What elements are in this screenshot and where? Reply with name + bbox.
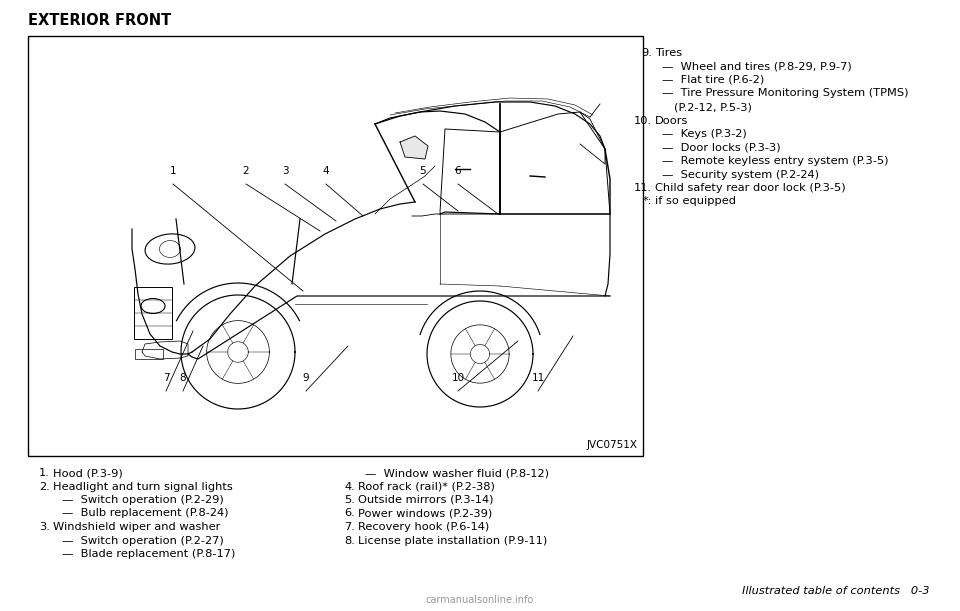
- Text: EXTERIOR FRONT: EXTERIOR FRONT: [28, 13, 171, 28]
- Text: 1.: 1.: [39, 468, 50, 478]
- Text: —  Window washer fluid (P.8-12): — Window washer fluid (P.8-12): [365, 468, 549, 478]
- Text: JVC0751X: JVC0751X: [587, 440, 638, 450]
- Text: 5: 5: [420, 166, 426, 176]
- Text: carmanualsonline.info: carmanualsonline.info: [426, 595, 534, 605]
- Text: Headlight and turn signal lights: Headlight and turn signal lights: [53, 481, 232, 491]
- Text: —  Door locks (P.3-3): — Door locks (P.3-3): [662, 142, 780, 153]
- Text: *:: *:: [642, 197, 652, 207]
- Text: 4.: 4.: [345, 481, 355, 491]
- Text: 10: 10: [451, 373, 465, 383]
- Text: Windshield wiper and washer: Windshield wiper and washer: [53, 522, 221, 532]
- Text: if so equipped: if so equipped: [655, 197, 736, 207]
- Text: 10.: 10.: [634, 115, 652, 125]
- Text: 7: 7: [162, 373, 169, 383]
- Text: 3: 3: [281, 166, 288, 176]
- Bar: [28, 36, 643, 456]
- Text: 5.: 5.: [344, 495, 355, 505]
- Text: 11.: 11.: [634, 183, 652, 193]
- Text: —  Keys (P.3-2): — Keys (P.3-2): [662, 129, 747, 139]
- Text: Tires: Tires: [655, 48, 683, 58]
- Text: —  Security system (P.2-24): — Security system (P.2-24): [662, 169, 819, 180]
- Text: 2.: 2.: [39, 481, 50, 491]
- Text: Child safety rear door lock (P.3-5): Child safety rear door lock (P.3-5): [655, 183, 846, 193]
- Text: Hood (P.3-9): Hood (P.3-9): [53, 468, 123, 478]
- Polygon shape: [400, 136, 428, 159]
- Text: 8.: 8.: [344, 535, 355, 546]
- Text: —  Bulb replacement (P.8-24): — Bulb replacement (P.8-24): [62, 508, 228, 519]
- Text: —  Wheel and tires (P.8-29, P.9-7): — Wheel and tires (P.8-29, P.9-7): [662, 62, 852, 71]
- Text: —  Blade replacement (P.8-17): — Blade replacement (P.8-17): [62, 549, 235, 559]
- Text: 4: 4: [323, 166, 329, 176]
- Text: 1: 1: [170, 166, 177, 176]
- Text: Illustrated table of contents   0-3: Illustrated table of contents 0-3: [742, 586, 930, 596]
- Text: —  Switch operation (P.2-27): — Switch operation (P.2-27): [62, 535, 224, 546]
- Text: 11: 11: [532, 373, 544, 383]
- Text: —  Switch operation (P.2-29): — Switch operation (P.2-29): [62, 495, 224, 505]
- Text: 9.: 9.: [641, 48, 652, 58]
- Bar: [134, 287, 172, 339]
- Text: —  Flat tire (P.6-2): — Flat tire (P.6-2): [662, 75, 764, 85]
- Text: 2: 2: [243, 166, 250, 176]
- Text: —  Tire Pressure Monitoring System (TPMS): — Tire Pressure Monitoring System (TPMS): [662, 89, 908, 98]
- Text: Outside mirrors (P.3-14): Outside mirrors (P.3-14): [358, 495, 493, 505]
- Bar: [135, 349, 163, 359]
- Text: 9: 9: [302, 373, 309, 383]
- Text: 7.: 7.: [344, 522, 355, 532]
- Text: Doors: Doors: [655, 115, 688, 125]
- Text: 6.: 6.: [345, 508, 355, 519]
- Text: 3.: 3.: [39, 522, 50, 532]
- Text: —  Remote keyless entry system (P.3-5): — Remote keyless entry system (P.3-5): [662, 156, 889, 166]
- Text: 6: 6: [455, 166, 462, 176]
- Text: (P.2-12, P.5-3): (P.2-12, P.5-3): [674, 102, 752, 112]
- Text: License plate installation (P.9-11): License plate installation (P.9-11): [358, 535, 547, 546]
- Text: Roof rack (rail)* (P.2-38): Roof rack (rail)* (P.2-38): [358, 481, 494, 491]
- Text: Power windows (P.2-39): Power windows (P.2-39): [358, 508, 492, 519]
- Text: 8: 8: [180, 373, 186, 383]
- Text: Recovery hook (P.6-14): Recovery hook (P.6-14): [358, 522, 490, 532]
